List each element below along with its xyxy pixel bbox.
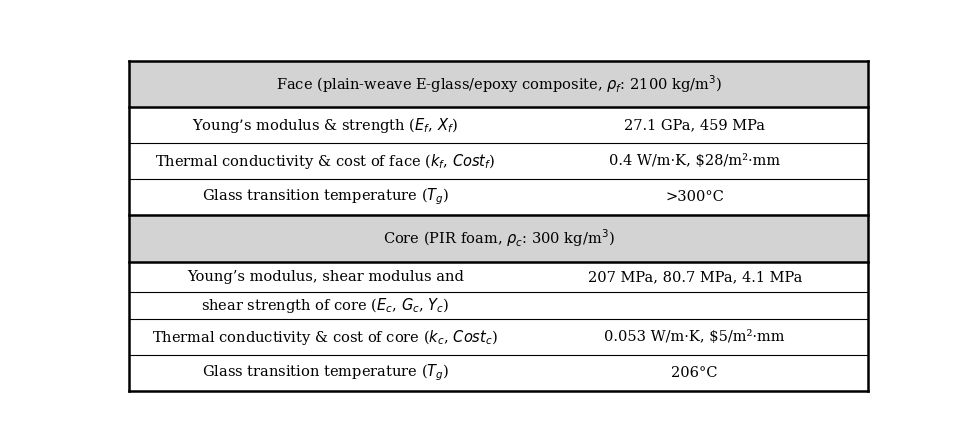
Text: 0.053 W/m·K, $5/m²·mm: 0.053 W/m·K, $5/m²·mm <box>604 330 785 344</box>
Text: 206°C: 206°C <box>671 366 718 380</box>
Text: 0.4 W/m·K, $28/m²·mm: 0.4 W/m·K, $28/m²·mm <box>609 154 780 168</box>
Text: shear strength of core ($E_c$, $G_c$, $Y_c$): shear strength of core ($E_c$, $G_c$, $Y… <box>201 296 450 315</box>
Text: Glass transition temperature ($T_g$): Glass transition temperature ($T_g$) <box>201 187 449 207</box>
Bar <box>129 143 868 179</box>
Text: Young’s modulus & strength ($E_f$, $X_f$): Young’s modulus & strength ($E_f$, $X_f$… <box>193 116 458 135</box>
Bar <box>129 355 868 391</box>
Bar <box>129 215 868 261</box>
Text: Glass transition temperature ($T_g$): Glass transition temperature ($T_g$) <box>201 363 449 383</box>
Text: 27.1 GPa, 459 MPa: 27.1 GPa, 459 MPa <box>625 118 765 132</box>
Bar <box>129 107 868 143</box>
Text: Face (plain-weave E-glass/epoxy composite, $\rho_f$: 2100 kg/m$^3$): Face (plain-weave E-glass/epoxy composit… <box>275 73 722 95</box>
Bar <box>129 261 868 292</box>
Text: >300°C: >300°C <box>666 190 724 204</box>
Text: Young’s modulus, shear modulus and: Young’s modulus, shear modulus and <box>187 270 464 284</box>
Text: Thermal conductivity & cost of core ($k_c$, $\mathit{Cost}_c$): Thermal conductivity & cost of core ($k_… <box>152 328 498 346</box>
Bar <box>129 60 868 107</box>
Text: Core (PIR foam, $\rho_c$: 300 kg/m$^3$): Core (PIR foam, $\rho_c$: 300 kg/m$^3$) <box>382 228 615 249</box>
Text: 207 MPa, 80.7 MPa, 4.1 MPa: 207 MPa, 80.7 MPa, 4.1 MPa <box>588 270 802 284</box>
Text: Thermal conductivity & cost of face ($k_f$, $\mathit{Cost}_f$): Thermal conductivity & cost of face ($k_… <box>155 152 495 171</box>
Bar <box>129 179 868 215</box>
Bar <box>129 319 868 355</box>
Bar <box>129 292 868 319</box>
